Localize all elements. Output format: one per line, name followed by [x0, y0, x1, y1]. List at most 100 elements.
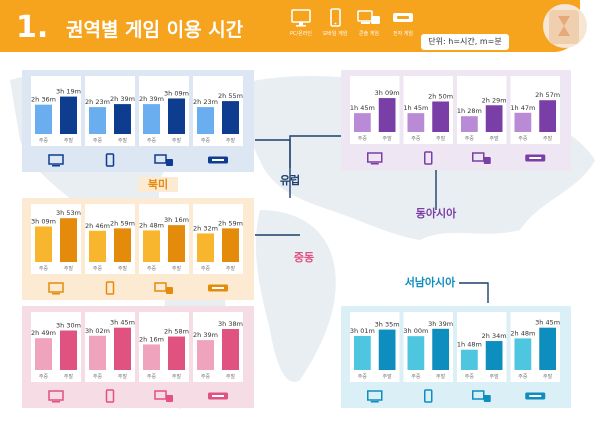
category-group: 1h 45m 주중 3h 09m 주말 [350, 76, 400, 165]
panel-northamerica: 3h 09m 주중 3h 53m 주말 2h 46m 주중 2h 59m 주말 2h 48m 주중… [22, 198, 254, 300]
bar-value-label: 2h 48m [139, 221, 164, 229]
bar-value-label: 3h 30m [56, 322, 81, 330]
bar-weekday [143, 104, 160, 134]
region-label-bg [138, 177, 178, 192]
bar-value-label: 2h 16m [139, 335, 164, 343]
legend-label: PC/온라인 [290, 31, 312, 37]
bar-value-label: 3h 09m [164, 89, 189, 97]
bar-weekday [143, 344, 160, 370]
phone-icon [105, 281, 115, 295]
bar-axis-label: 주말 [226, 373, 236, 380]
region-label: 유럽 [280, 173, 300, 187]
bar-value-label: 3h 09m [375, 89, 400, 97]
bar-value-label: 1h 45m [403, 104, 428, 112]
bar-axis-label: 주말 [543, 373, 553, 380]
monitor-icon [48, 282, 64, 295]
arcade-icon [208, 156, 228, 164]
console-icon [472, 390, 491, 402]
bar-axis-label: 주말 [490, 135, 500, 142]
monitor-icon [48, 154, 64, 167]
bar-axis-label: 주중 [201, 266, 211, 272]
bar-value-label: 3h 45m [535, 319, 560, 327]
bar-axis-label: 주중 [358, 136, 368, 142]
region-label: 동아시아 [416, 206, 457, 220]
region-map: 2h 36m 주중 3h 19m 주말 2h 23m 주중 2h 39m 주말 2h 39m 주중… [10, 70, 595, 410]
arcade-icon [208, 284, 228, 292]
bar-axis-label: 주중 [411, 374, 421, 380]
bar-value-label: 3h 45m [110, 319, 135, 327]
legend-mobile: 모바일 게임 [312, 8, 358, 37]
bar-weekday [89, 335, 106, 370]
category-group: 2h 36m 주중 3h 19m 주말 [31, 76, 81, 167]
bar-axis-label: 주중 [518, 136, 528, 142]
bar-axis-label: 주중 [147, 266, 157, 272]
bar-weekend [378, 98, 396, 132]
bar-axis-label: 주말 [172, 373, 182, 380]
bar-weekend [168, 336, 185, 370]
bar-weekend [168, 98, 185, 134]
page-title: 권역별 게임 이용 시간 [66, 19, 244, 41]
bar-value-label: 1h 47m [510, 104, 535, 112]
bar-axis-label: 주말 [118, 137, 128, 144]
category-group: 1h 45m 주중 2h 50m 주말 [403, 76, 453, 165]
bar-value-label: 2h 32m [193, 224, 218, 232]
category-group: 2h 32m 주중 2h 59m 주말 [193, 204, 243, 292]
phone-icon [105, 153, 115, 167]
bar-weekend [485, 341, 503, 370]
bar-axis-label: 주말 [226, 265, 236, 272]
bar-value-label: 3h 39m [428, 320, 453, 328]
bar-weekday [35, 104, 52, 134]
bar-value-label: 2h 46m [85, 222, 110, 230]
bar-value-label: 3h 00m [403, 327, 428, 335]
monitor-icon [48, 390, 64, 403]
bar-axis-label: 주말 [172, 137, 182, 144]
arcade-icon [525, 392, 546, 400]
region-label: 중동 [294, 251, 314, 264]
bar-value-label: 2h 23m [193, 98, 218, 106]
category-group: 2h 23m 주중 2h 39m 주말 [85, 76, 135, 167]
category-group: 2h 46m 주중 2h 59m 주말 [85, 204, 135, 295]
category-group: 3h 09m 주중 3h 53m 주말 [31, 204, 81, 295]
bar-weekday [407, 336, 425, 370]
bar-weekday [35, 226, 52, 262]
bar-weekday [35, 338, 52, 370]
bar-axis-label: 주중 [411, 136, 421, 142]
category-group: 1h 48m 주중 2h 34m 주말 [457, 312, 507, 402]
arcade-icon [208, 392, 228, 400]
category-group: 3h 02m 주중 3h 45m 주말 [85, 312, 135, 403]
panel-southeastasia: 3h 01m 주중 3h 35m 주말 3h 00m 주중 3h 39m 주말 1h 48m 주중… [341, 306, 571, 408]
bar-axis-label: 주말 [226, 137, 236, 144]
bar-axis-label: 주말 [543, 135, 553, 142]
category-group: 2h 23m 주중 2h 55m 주말 [193, 76, 243, 164]
legend-arcade: 전자 게임 [380, 8, 426, 37]
legend-pc: PC/온라인 [278, 8, 324, 37]
phone-icon [105, 389, 115, 403]
console-icon [472, 152, 491, 164]
bar-weekend [432, 328, 449, 370]
category-group: 3h 01m 주중 3h 35m 주말 [350, 312, 400, 403]
bar-value-label: 2h 29m [482, 96, 507, 104]
category-group: 2h 48m 주중 3h 45m 주말 [510, 312, 560, 400]
bar-axis-label: 주중 [39, 266, 49, 272]
region-label: 서남아시아 [405, 275, 456, 289]
bar-weekday [514, 112, 532, 132]
bar-axis-label: 주중 [39, 138, 49, 144]
bar-axis-label: 주중 [147, 374, 157, 380]
bar-axis-label: 주말 [64, 265, 74, 272]
console-icon [346, 8, 392, 30]
bar-weekday [354, 335, 371, 370]
bar-axis-label: 주말 [383, 373, 393, 380]
bar-value-label: 3h 19m [56, 88, 81, 96]
bar-weekday [89, 230, 106, 262]
bar-axis-label: 주중 [465, 374, 475, 380]
monitor-icon [367, 390, 383, 403]
bar-axis-label: 주말 [64, 137, 74, 144]
bar-weekend [378, 329, 396, 370]
legend-label: 콘솔 게임 [359, 31, 379, 37]
bar-weekend [539, 100, 556, 132]
bar-weekend [168, 225, 185, 262]
legend-label: 전자 게임 [393, 31, 413, 37]
bar-value-label: 3h 38m [218, 320, 243, 328]
bar-weekend [60, 96, 77, 134]
